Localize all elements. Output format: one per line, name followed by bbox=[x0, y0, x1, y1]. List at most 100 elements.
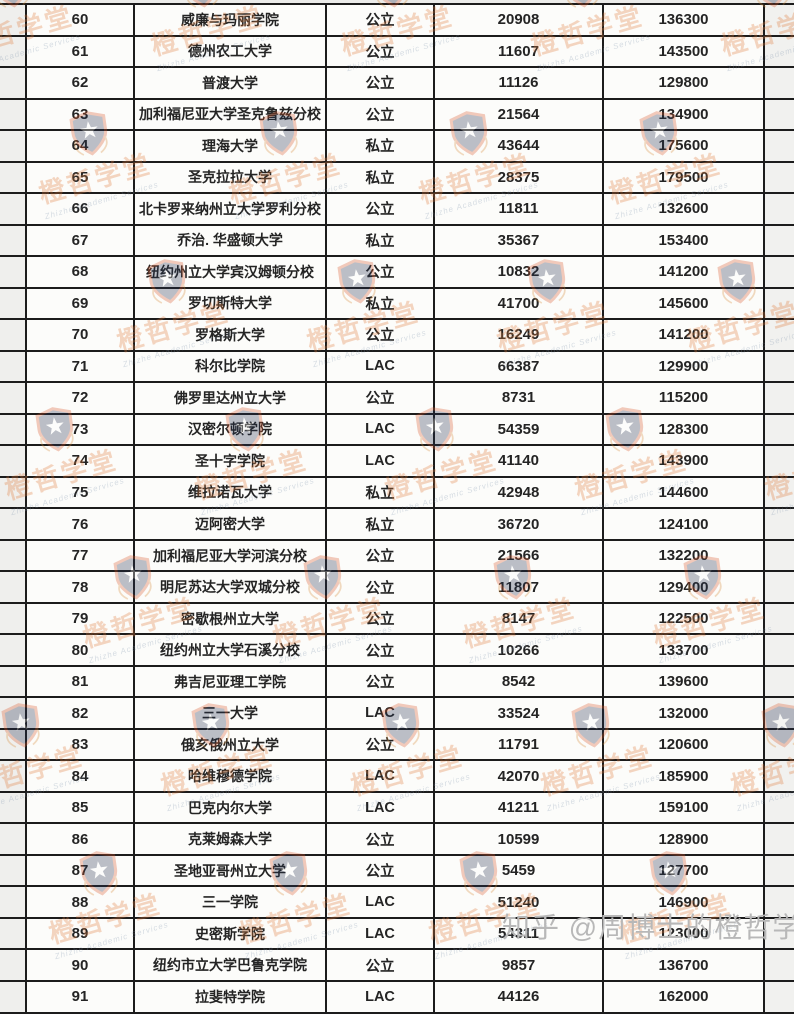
rank-cell: 82 bbox=[25, 698, 133, 728]
school-type-cell: LAC bbox=[325, 415, 433, 445]
salary-value-cell: 141200 bbox=[602, 320, 765, 350]
university-name-cell: 克莱姆森大学 bbox=[133, 824, 325, 854]
table-row: 85 巴克内尔大学 LAC 41211 159100 bbox=[0, 793, 794, 825]
scanned-table-page: 60 威廉与玛丽学院 公立 20908 136300 61 德州农工大学 公立 … bbox=[0, 0, 794, 953]
salary-value-cell: 153400 bbox=[602, 226, 765, 256]
rank-cell: 66 bbox=[25, 194, 133, 224]
school-type-cell: LAC bbox=[325, 887, 433, 917]
cost-value-cell: 54359 bbox=[433, 415, 602, 445]
rank-cell: 86 bbox=[25, 824, 133, 854]
row-left-margin bbox=[0, 194, 25, 224]
cost-value-cell: 10599 bbox=[433, 824, 602, 854]
cost-value-cell: 9857 bbox=[433, 950, 602, 980]
rank-cell: 85 bbox=[25, 793, 133, 823]
cost-value-cell: 11791 bbox=[433, 730, 602, 760]
row-left-margin bbox=[0, 257, 25, 287]
university-name-cell: 拉斐特学院 bbox=[133, 982, 325, 1012]
row-left-margin bbox=[0, 856, 25, 886]
rank-cell: 89 bbox=[25, 919, 133, 949]
university-name-cell: 汉密尔顿学院 bbox=[133, 415, 325, 445]
table-row: 68 纽约州立大学宾汉姆顿分校 公立 10832 141200 bbox=[0, 257, 794, 289]
school-type-cell: 公立 bbox=[325, 572, 433, 602]
cost-value-cell: 36720 bbox=[433, 509, 602, 539]
cost-value-cell: 44126 bbox=[433, 982, 602, 1012]
cost-value-cell: 8731 bbox=[433, 383, 602, 413]
rank-cell: 64 bbox=[25, 131, 133, 161]
school-type-cell: 公立 bbox=[325, 950, 433, 980]
university-name-cell: 加利福尼亚大学圣克鲁兹分校 bbox=[133, 100, 325, 130]
rank-cell: 70 bbox=[25, 320, 133, 350]
salary-value-cell: 123000 bbox=[602, 919, 765, 949]
table-row: 79 密歇根州立大学 公立 8147 122500 bbox=[0, 604, 794, 636]
salary-value-cell: 175600 bbox=[602, 131, 765, 161]
school-type-cell: 公立 bbox=[325, 824, 433, 854]
table-row: 72 佛罗里达州立大学 公立 8731 115200 bbox=[0, 383, 794, 415]
table-row: 77 加利福尼亚大学河滨分校 公立 21566 132200 bbox=[0, 541, 794, 573]
salary-value-cell: 143500 bbox=[602, 37, 765, 67]
university-name-cell: 圣十字学院 bbox=[133, 446, 325, 476]
row-left-margin bbox=[0, 919, 25, 949]
row-left-margin bbox=[0, 5, 25, 35]
table-row: 89 史密斯学院 LAC 54311 123000 bbox=[0, 919, 794, 951]
table-row: 91 拉斐特学院 LAC 44126 162000 bbox=[0, 982, 794, 1014]
table-row: 86 克莱姆森大学 公立 10599 128900 bbox=[0, 824, 794, 856]
row-left-margin bbox=[0, 163, 25, 193]
rank-cell: 75 bbox=[25, 478, 133, 508]
university-ranking-table: 60 威廉与玛丽学院 公立 20908 136300 61 德州农工大学 公立 … bbox=[0, 3, 794, 1014]
cost-value-cell: 11607 bbox=[433, 37, 602, 67]
row-right-margin bbox=[765, 824, 794, 854]
salary-value-cell: 128300 bbox=[602, 415, 765, 445]
university-name-cell: 圣地亚哥州立大学 bbox=[133, 856, 325, 886]
cost-value-cell: 41211 bbox=[433, 793, 602, 823]
row-right-margin bbox=[765, 509, 794, 539]
row-right-margin bbox=[765, 793, 794, 823]
rank-cell: 81 bbox=[25, 667, 133, 697]
table-row: 76 迈阿密大学 私立 36720 124100 bbox=[0, 509, 794, 541]
school-type-cell: LAC bbox=[325, 698, 433, 728]
table-row: 87 圣地亚哥州立大学 公立 5459 127700 bbox=[0, 856, 794, 888]
row-right-margin bbox=[765, 604, 794, 634]
row-left-margin bbox=[0, 383, 25, 413]
university-name-cell: 罗格斯大学 bbox=[133, 320, 325, 350]
university-name-cell: 巴克内尔大学 bbox=[133, 793, 325, 823]
school-type-cell: 公立 bbox=[325, 383, 433, 413]
row-right-margin bbox=[765, 856, 794, 886]
row-right-margin bbox=[765, 194, 794, 224]
cost-value-cell: 41700 bbox=[433, 289, 602, 319]
cost-value-cell: 66387 bbox=[433, 352, 602, 382]
school-type-cell: 公立 bbox=[325, 37, 433, 67]
school-type-cell: 公立 bbox=[325, 856, 433, 886]
rank-cell: 69 bbox=[25, 289, 133, 319]
cost-value-cell: 51240 bbox=[433, 887, 602, 917]
table-row: 88 三一学院 LAC 51240 146900 bbox=[0, 887, 794, 919]
rank-cell: 67 bbox=[25, 226, 133, 256]
row-right-margin bbox=[765, 289, 794, 319]
salary-value-cell: 159100 bbox=[602, 793, 765, 823]
university-name-cell: 科尔比学院 bbox=[133, 352, 325, 382]
rank-cell: 63 bbox=[25, 100, 133, 130]
university-name-cell: 威廉与玛丽学院 bbox=[133, 5, 325, 35]
rank-cell: 72 bbox=[25, 383, 133, 413]
table-row: 78 明尼苏达大学双城分校 公立 11807 129400 bbox=[0, 572, 794, 604]
row-right-margin bbox=[765, 541, 794, 571]
row-right-margin bbox=[765, 478, 794, 508]
university-name-cell: 理海大学 bbox=[133, 131, 325, 161]
school-type-cell: 公立 bbox=[325, 68, 433, 98]
row-right-margin bbox=[765, 919, 794, 949]
row-right-margin bbox=[765, 383, 794, 413]
row-left-margin bbox=[0, 478, 25, 508]
rank-cell: 77 bbox=[25, 541, 133, 571]
school-type-cell: 私立 bbox=[325, 131, 433, 161]
row-right-margin bbox=[765, 68, 794, 98]
row-left-margin bbox=[0, 572, 25, 602]
row-left-margin bbox=[0, 982, 25, 1012]
row-left-margin bbox=[0, 226, 25, 256]
salary-value-cell: 134900 bbox=[602, 100, 765, 130]
row-right-margin bbox=[765, 635, 794, 665]
row-right-margin bbox=[765, 257, 794, 287]
table-row: 80 纽约州立大学石溪分校 公立 10266 133700 bbox=[0, 635, 794, 667]
university-name-cell: 佛罗里达州立大学 bbox=[133, 383, 325, 413]
school-type-cell: LAC bbox=[325, 446, 433, 476]
salary-value-cell: 129800 bbox=[602, 68, 765, 98]
row-right-margin bbox=[765, 761, 794, 791]
